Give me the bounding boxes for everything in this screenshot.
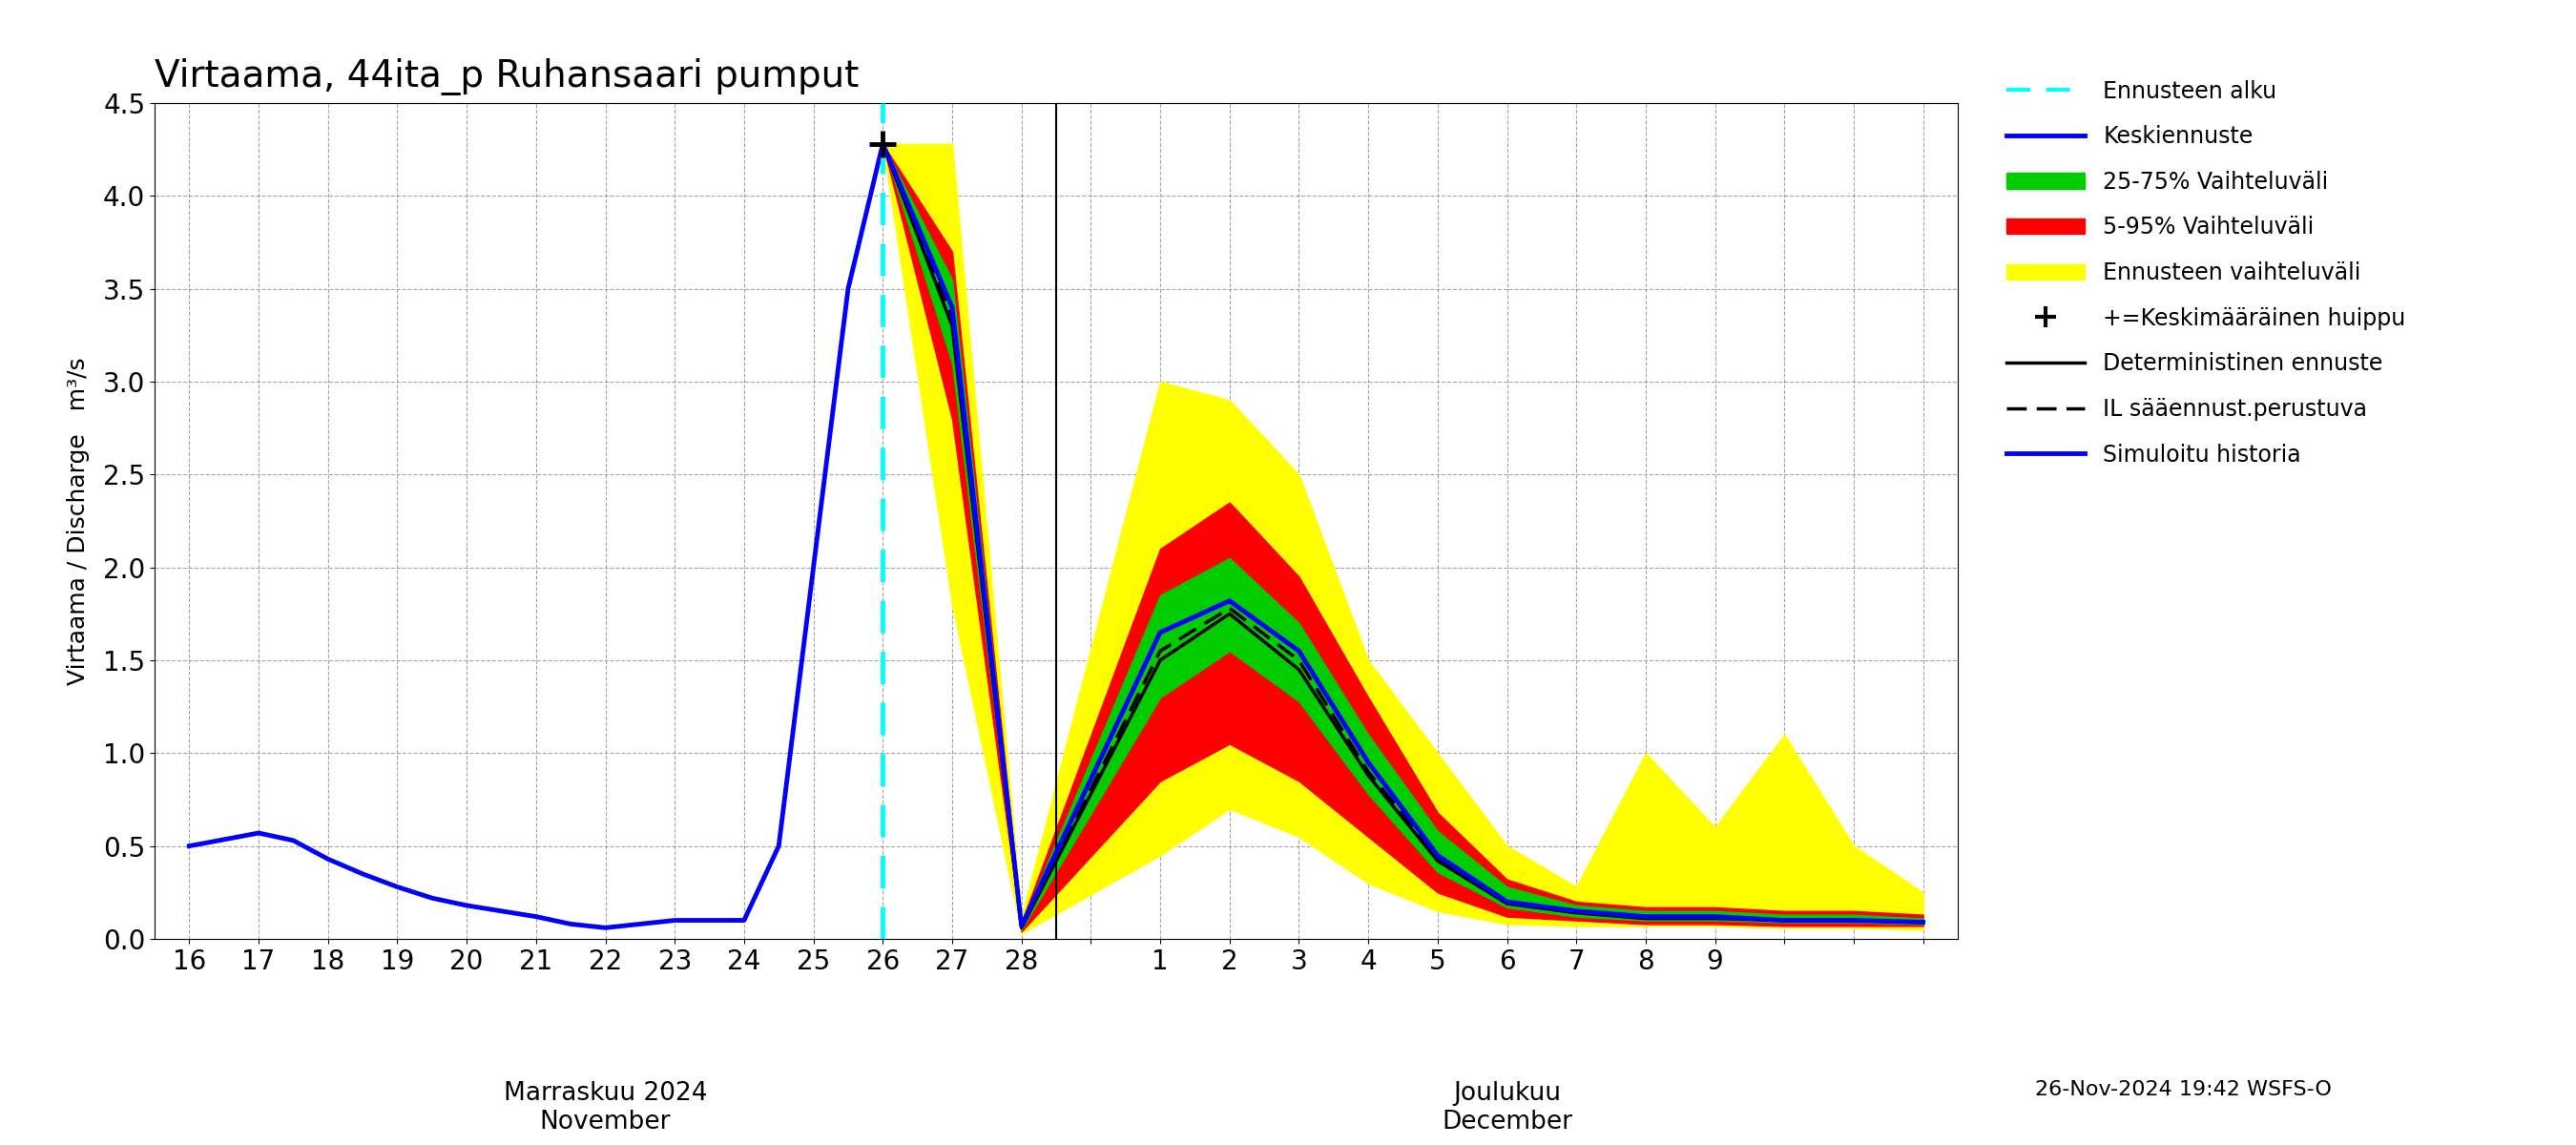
- Text: 26-Nov-2024 19:42 WSFS-O: 26-Nov-2024 19:42 WSFS-O: [2035, 1080, 2331, 1099]
- Legend: Ennusteen alku, Keskiennuste, 25-75% Vaihteluväli, 5-95% Vaihteluväli, Ennusteen: Ennusteen alku, Keskiennuste, 25-75% Vai…: [1994, 69, 2416, 477]
- Y-axis label: Virtaama / Discharge   m³/s: Virtaama / Discharge m³/s: [67, 357, 90, 685]
- Text: Virtaama, 44ita_p Ruhansaari pumput: Virtaama, 44ita_p Ruhansaari pumput: [155, 58, 858, 96]
- Text: Joulukuu
December: Joulukuu December: [1443, 1081, 1571, 1135]
- Text: Marraskuu 2024
November: Marraskuu 2024 November: [502, 1081, 708, 1135]
